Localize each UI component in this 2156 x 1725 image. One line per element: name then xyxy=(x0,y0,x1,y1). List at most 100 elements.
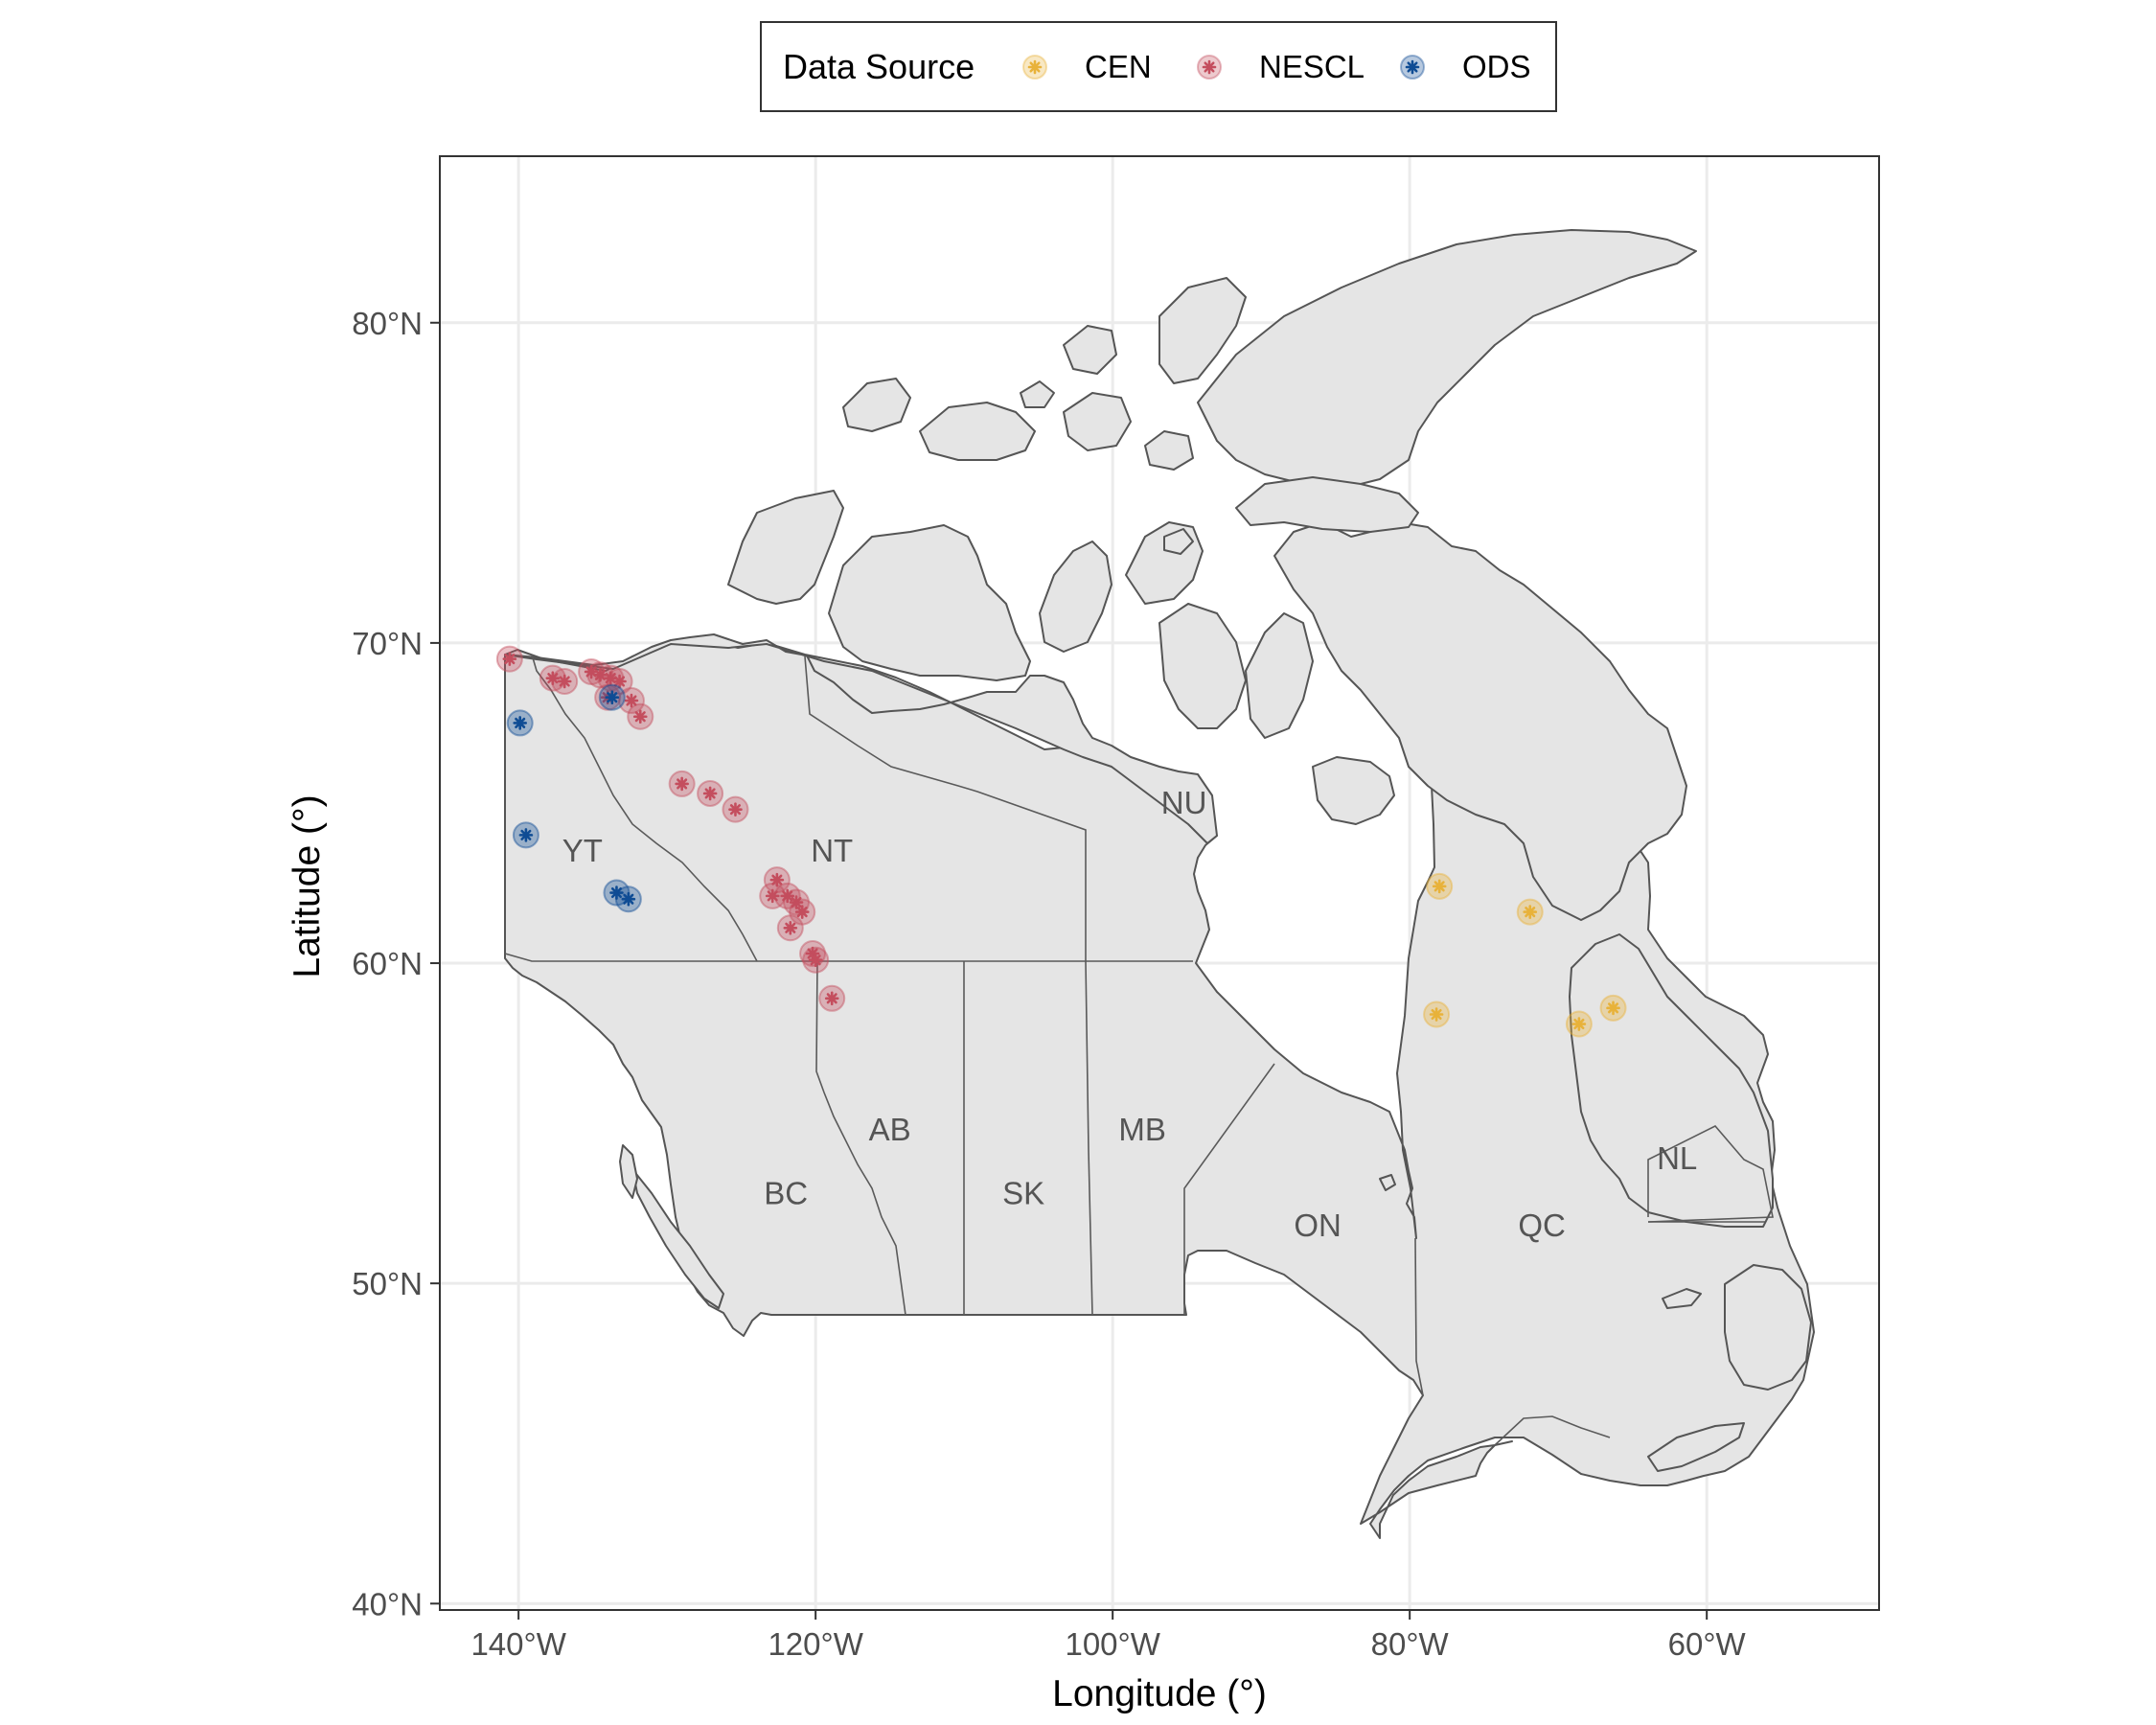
x-tick-label: 100°W xyxy=(1065,1626,1160,1662)
border-yt-bc xyxy=(504,953,757,962)
legend-key-star xyxy=(1027,59,1043,75)
border-mb-on xyxy=(1183,1063,1275,1315)
devon-island xyxy=(1235,476,1419,533)
x-axis-title: Longitude (°) xyxy=(1052,1673,1267,1714)
x-axis: 140°W 120°W 100°W 80°W 60°W xyxy=(470,1610,1747,1662)
legend-box xyxy=(760,21,1557,112)
baffin-island xyxy=(1273,521,1687,921)
legend-item-nescl: NESCL xyxy=(1197,49,1365,84)
region-labels: YT NT NU BC AB SK MB ON QC NL xyxy=(562,785,1698,1243)
prince-patrick-island xyxy=(842,378,911,432)
y-axis: 40°N 50°N 60°N 70°N 80°N xyxy=(352,306,440,1622)
anticosti-island xyxy=(1662,1288,1702,1309)
data-point-nescl xyxy=(789,895,804,909)
data-point-cen xyxy=(1523,905,1538,919)
map-panel: YT NT NU BC AB SK MB ON QC NL xyxy=(439,155,1880,1611)
region-label-ab: AB xyxy=(869,1112,911,1147)
data-point-ods xyxy=(609,886,624,900)
borders xyxy=(504,654,1774,1446)
region-label-nu: NU xyxy=(1161,785,1207,820)
landmass xyxy=(504,229,1815,1539)
data-point-nescl xyxy=(728,802,743,816)
melville-peninsula xyxy=(1245,612,1314,739)
y-tick-label: 40°N xyxy=(352,1586,423,1622)
bathurst-island xyxy=(1063,392,1132,451)
region-label-qc: QC xyxy=(1518,1208,1566,1243)
border-on-qc xyxy=(1414,1237,1424,1396)
data-point-nescl xyxy=(612,674,627,689)
ellef-ringnes-island xyxy=(1063,325,1117,375)
small-arctic-island-1 xyxy=(1020,380,1055,408)
y-tick-label: 80°N xyxy=(352,306,423,341)
data-points xyxy=(495,645,1627,1038)
data-point-nescl xyxy=(765,888,780,904)
series-nescl xyxy=(495,645,846,1012)
legend-key-star xyxy=(1202,59,1217,75)
y-tick-label: 50°N xyxy=(352,1266,423,1301)
region-label-nt: NT xyxy=(811,833,853,868)
border-qc-nl xyxy=(1647,1125,1774,1223)
data-point-ods xyxy=(518,828,534,842)
small-arctic-island-2 xyxy=(1163,528,1194,555)
data-point-nescl xyxy=(632,709,648,724)
prince-of-wales-island xyxy=(1039,540,1112,653)
data-point-ods xyxy=(513,716,528,730)
victoria-island xyxy=(828,524,1031,681)
data-point-cen xyxy=(1432,879,1447,894)
data-point-nescl xyxy=(545,671,561,685)
newfoundland-island xyxy=(1724,1264,1812,1391)
x-tick-label: 60°W xyxy=(1668,1626,1747,1662)
border-nb-qc xyxy=(1494,1415,1611,1446)
akimiski-island xyxy=(1379,1174,1396,1191)
melville-island xyxy=(919,402,1036,461)
data-point-nescl xyxy=(783,920,798,935)
border-yt-nt xyxy=(531,654,758,962)
legend-key-star xyxy=(1405,59,1420,75)
y-tick-label: 70°N xyxy=(352,626,423,661)
legend-item-cen: CEN xyxy=(1022,49,1152,84)
border-nt-nu xyxy=(804,656,1087,961)
cornwallis-island xyxy=(1144,430,1194,471)
region-label-nl: NL xyxy=(1657,1140,1697,1176)
legend-label: NESCL xyxy=(1259,49,1365,84)
data-point-nescl xyxy=(675,776,689,792)
series-ods xyxy=(506,683,642,913)
boothia-peninsula xyxy=(1158,603,1247,729)
panel-border xyxy=(439,155,1880,1611)
data-point-cen xyxy=(1429,1007,1444,1022)
region-label-mb: MB xyxy=(1118,1112,1166,1147)
banks-island xyxy=(727,490,844,605)
border-sk-mb xyxy=(1085,960,1093,1316)
southampton-island xyxy=(1312,756,1395,825)
legend-label: ODS xyxy=(1462,49,1531,84)
legend-items: CEN NESCL ODS xyxy=(1022,49,1531,84)
data-point-cen xyxy=(1571,1017,1587,1031)
x-tick-label: 80°W xyxy=(1371,1626,1450,1662)
data-point-nescl xyxy=(808,953,823,967)
data-point-nescl xyxy=(557,674,572,689)
y-axis-title: Latitude (°) xyxy=(287,794,328,978)
vancouver-island xyxy=(631,1168,724,1309)
data-point-nescl xyxy=(502,652,517,666)
axel-heiberg-island xyxy=(1158,277,1247,384)
data-point-ods xyxy=(605,690,620,704)
data-point-ods xyxy=(621,891,636,907)
arctic-coast xyxy=(504,633,1218,844)
data-point-nescl xyxy=(624,693,639,708)
region-label-sk: SK xyxy=(1002,1176,1044,1211)
data-point-nescl xyxy=(780,888,795,904)
region-label-yt: YT xyxy=(562,833,603,868)
data-point-nescl xyxy=(769,872,785,887)
data-point-cen xyxy=(1606,1000,1620,1016)
region-label-bc: BC xyxy=(764,1176,808,1211)
legend-item-ods: ODS xyxy=(1400,49,1531,84)
data-point-nescl xyxy=(824,991,839,1006)
x-tick-label: 140°W xyxy=(470,1626,566,1662)
haida-gwaii xyxy=(619,1144,638,1199)
data-point-nescl xyxy=(593,668,608,682)
legend-title: Data Source xyxy=(783,47,975,86)
y-tick-label: 60°N xyxy=(352,946,423,981)
data-point-nescl xyxy=(702,786,718,801)
region-label-on: ON xyxy=(1294,1208,1342,1243)
